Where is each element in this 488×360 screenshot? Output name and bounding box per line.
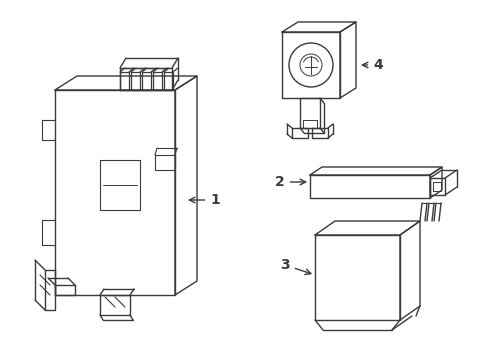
Text: 4: 4 bbox=[362, 58, 382, 72]
Text: 3: 3 bbox=[280, 258, 310, 275]
Text: 2: 2 bbox=[275, 175, 305, 189]
Text: 1: 1 bbox=[189, 193, 220, 207]
